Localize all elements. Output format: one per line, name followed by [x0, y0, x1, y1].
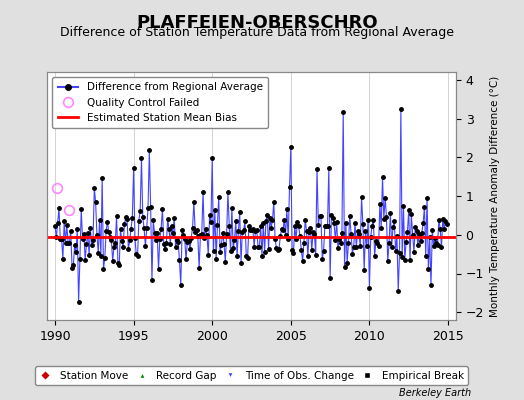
Text: Difference of Station Temperature Data from Regional Average: Difference of Station Temperature Data f…: [60, 26, 454, 39]
Legend: Difference from Regional Average, Quality Control Failed, Estimated Station Mean: Difference from Regional Average, Qualit…: [52, 77, 268, 128]
Text: PLAFFEIEN-OBERSCHRO: PLAFFEIEN-OBERSCHRO: [136, 14, 378, 32]
Legend: Station Move, Record Gap, Time of Obs. Change, Empirical Break: Station Move, Record Gap, Time of Obs. C…: [35, 366, 468, 385]
Y-axis label: Monthly Temperature Anomaly Difference (°C): Monthly Temperature Anomaly Difference (…: [489, 75, 499, 317]
Text: Berkeley Earth: Berkeley Earth: [399, 388, 472, 398]
